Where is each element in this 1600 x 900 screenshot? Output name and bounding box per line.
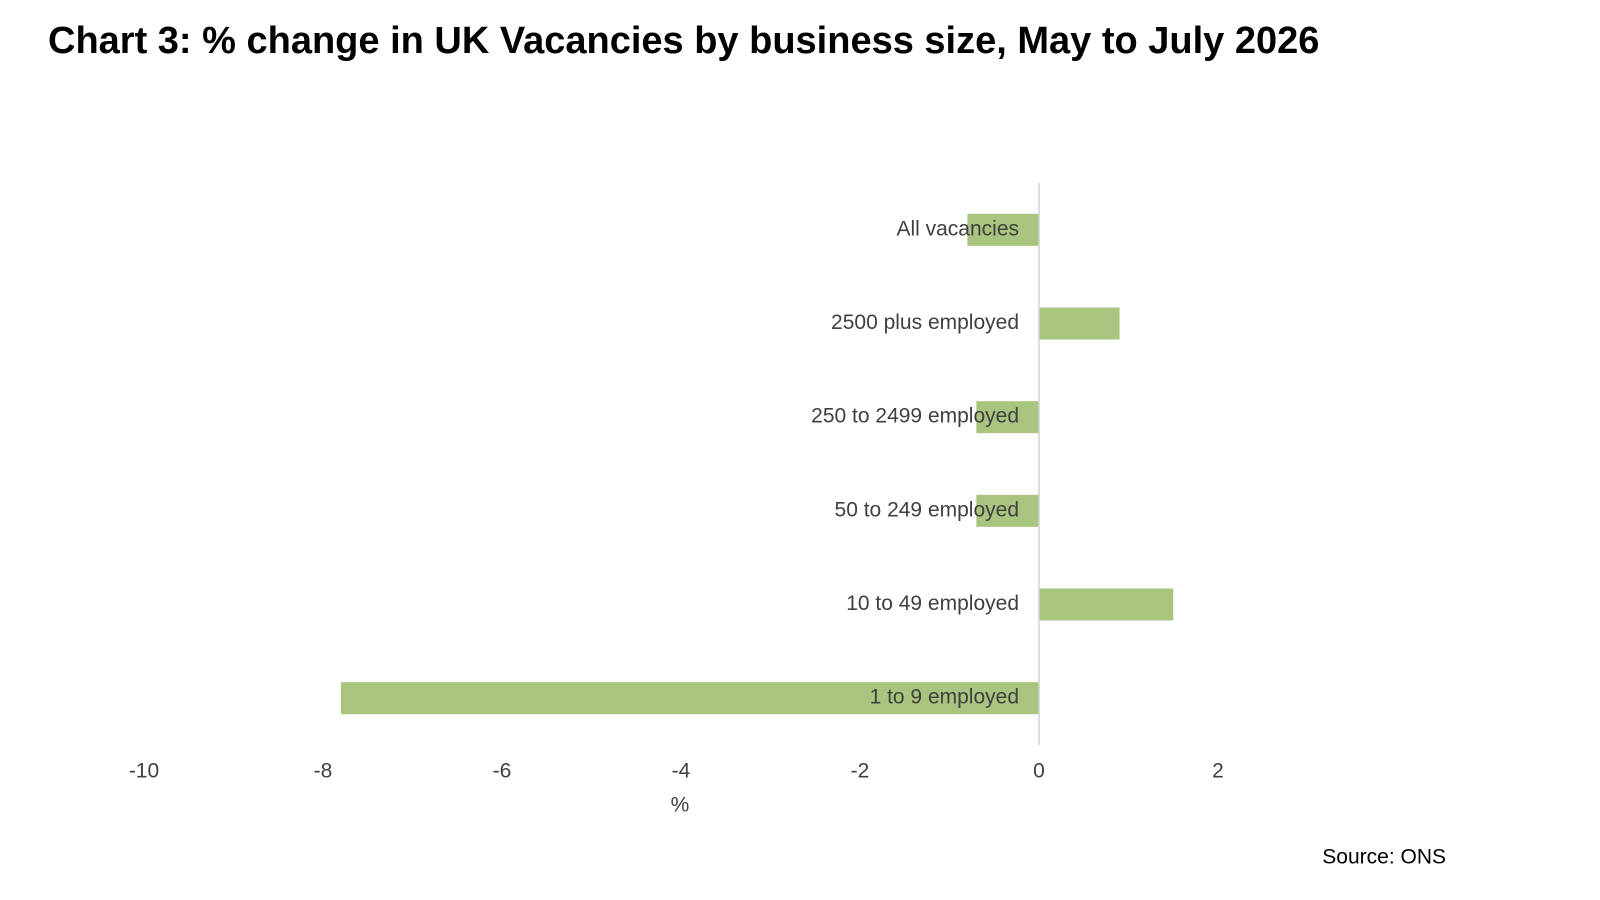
x-tick-label: -10 xyxy=(129,760,159,783)
bar xyxy=(967,213,1039,246)
bar xyxy=(1039,307,1120,340)
bar xyxy=(976,401,1039,434)
y-tick-label: All vacancies xyxy=(896,217,1019,240)
x-axis-label: % xyxy=(671,794,690,817)
y-tick-label: 1 to 9 employed xyxy=(870,686,1019,709)
x-tick-label: -6 xyxy=(493,760,512,783)
x-tick-label: -4 xyxy=(672,760,691,783)
bar xyxy=(976,494,1039,527)
x-tick-label: 2 xyxy=(1212,760,1224,783)
x-tick-label: -2 xyxy=(851,760,870,783)
bar xyxy=(1039,588,1174,621)
y-tick-label: 10 to 49 employed xyxy=(846,592,1019,615)
y-tick-label: 50 to 249 employed xyxy=(835,498,1019,521)
x-tick-label: -8 xyxy=(314,760,333,783)
chart-title: Chart 3: % change in UK Vacancies by bus… xyxy=(48,20,1320,62)
y-tick-label: 250 to 2499 employed xyxy=(811,405,1019,428)
bar xyxy=(340,682,1039,715)
y-tick-label: 2500 plus employed xyxy=(831,311,1019,334)
source-note: Source: ONS xyxy=(1322,846,1446,869)
x-tick-label: 0 xyxy=(1033,760,1045,783)
